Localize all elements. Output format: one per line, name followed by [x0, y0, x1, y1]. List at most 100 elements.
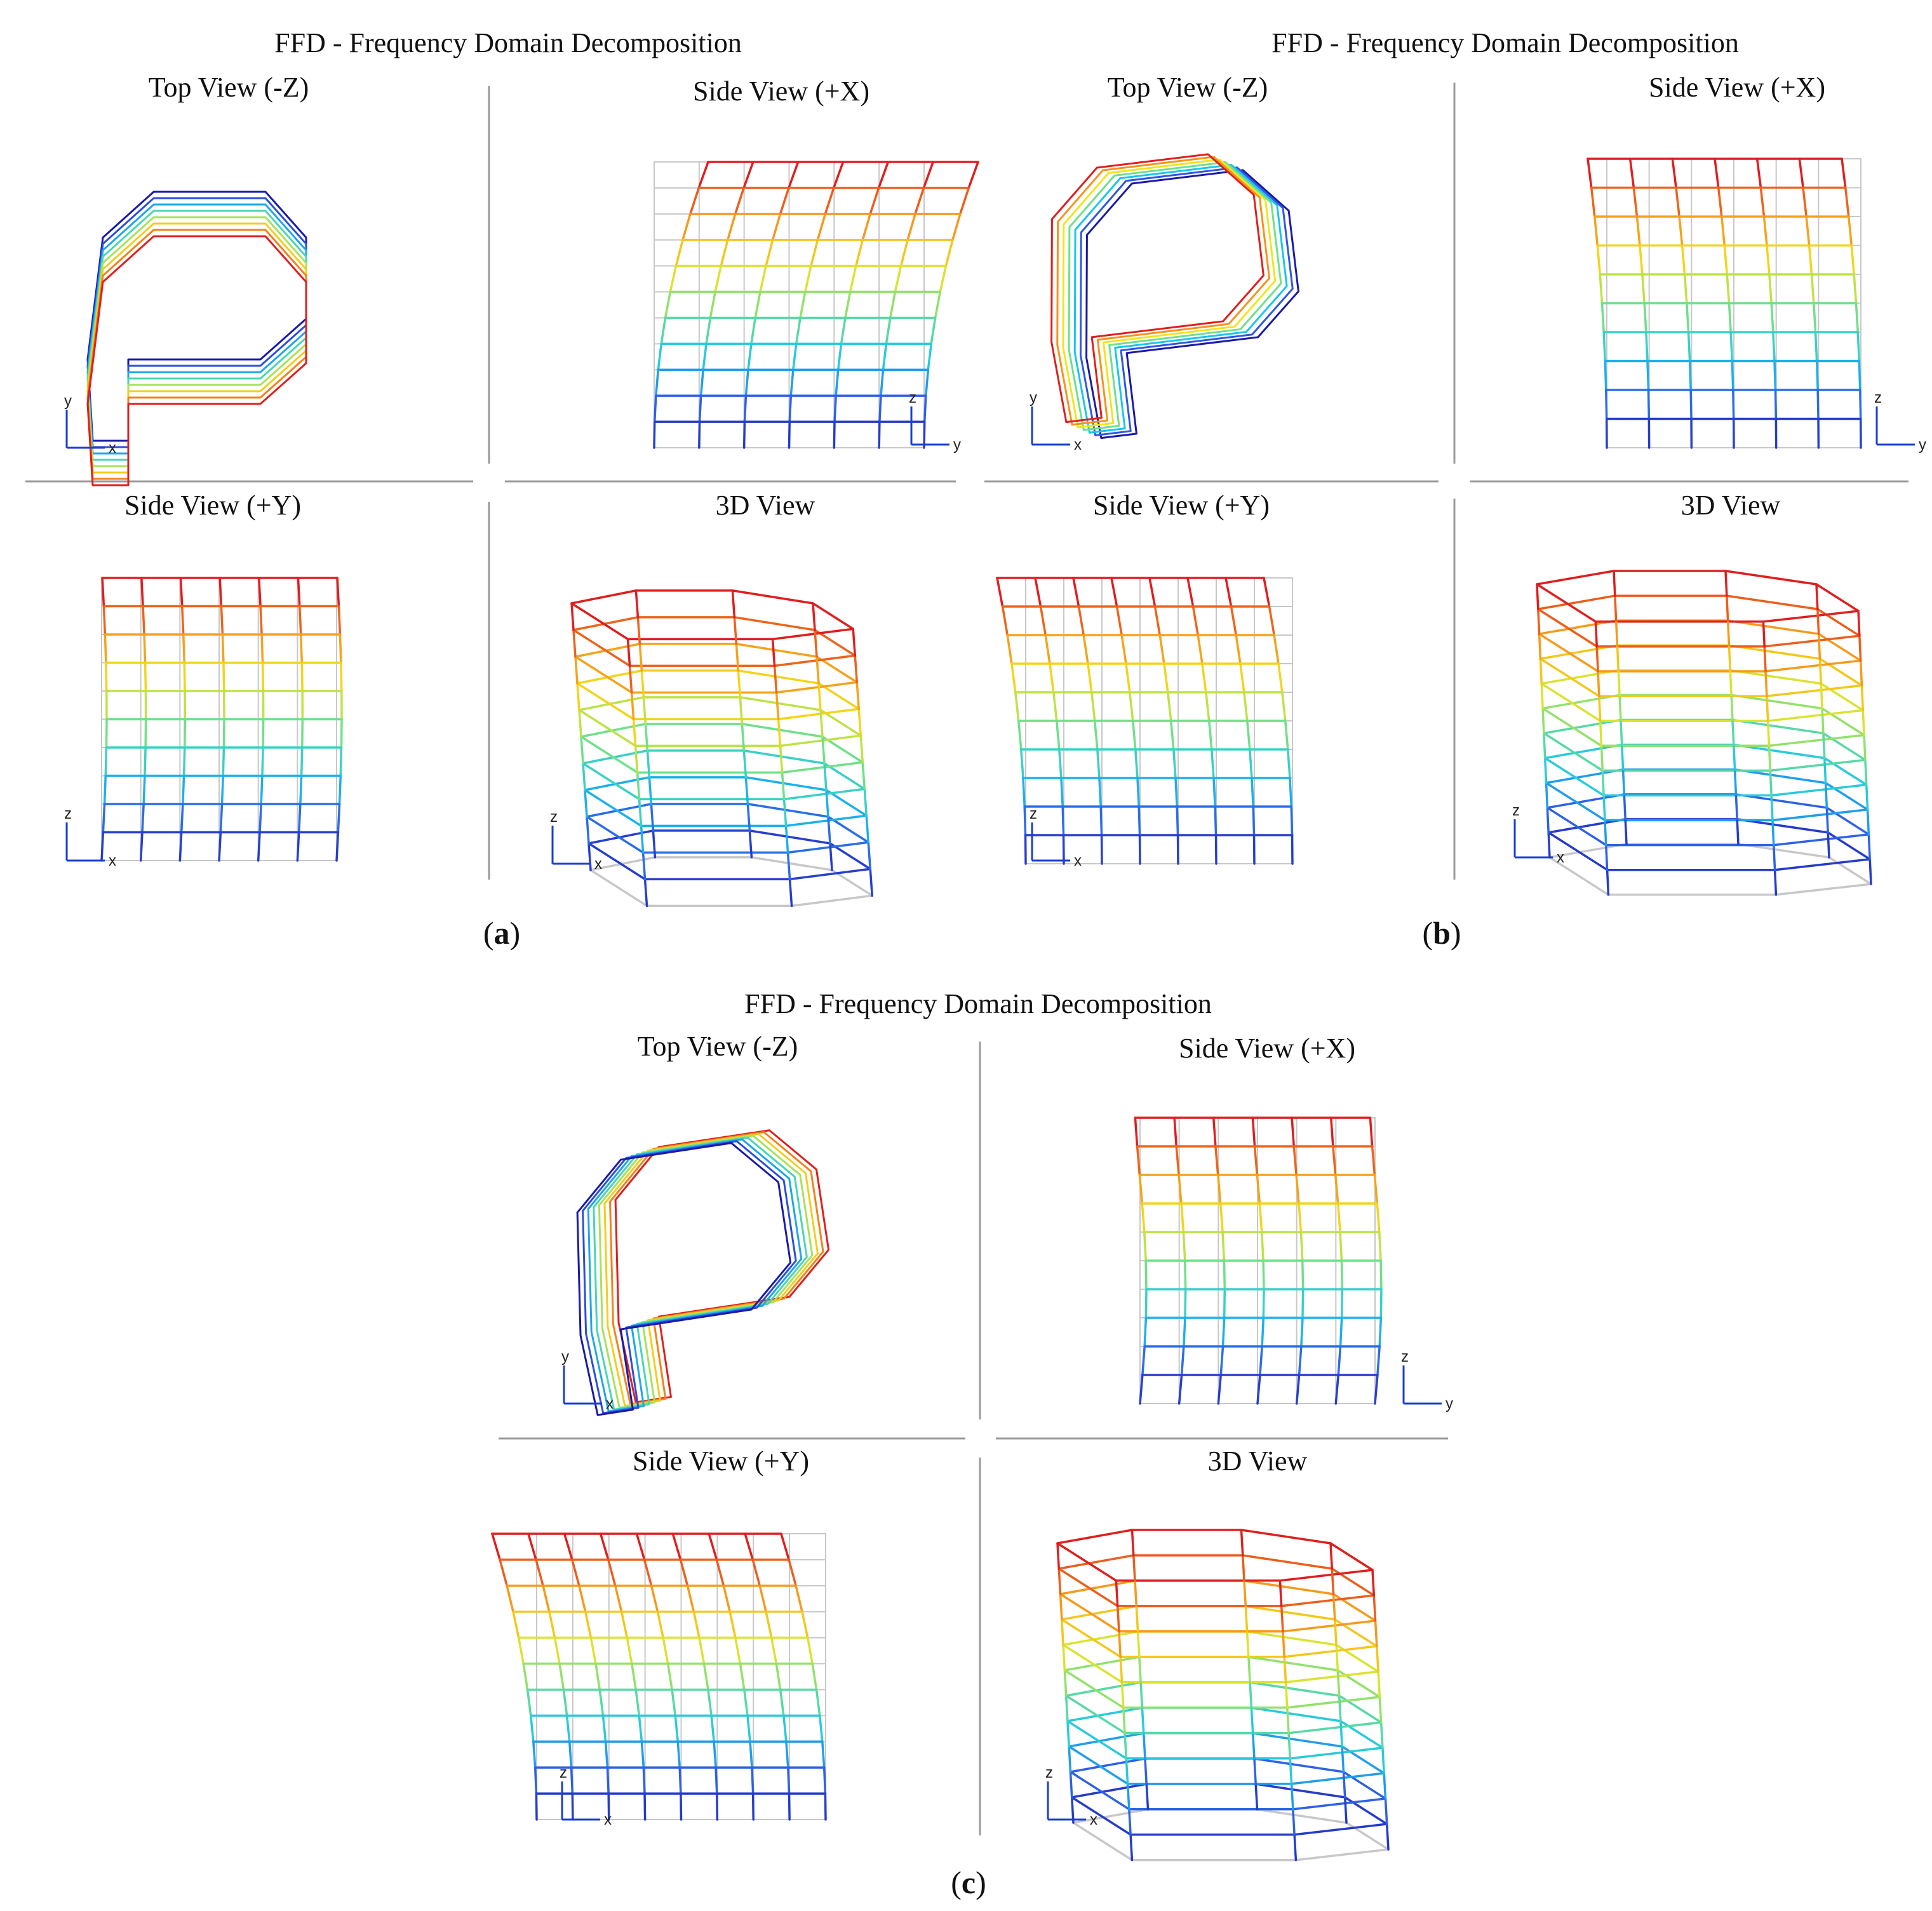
column-member: [1201, 662, 1207, 694]
column-member: [759, 264, 767, 293]
column-member: [1058, 748, 1063, 779]
3d-view-title-a: 3D View: [715, 490, 815, 521]
floor-ring: [578, 696, 862, 748]
column-member: [750, 316, 756, 345]
column-member: [1539, 657, 1543, 685]
column-member: [1381, 1747, 1385, 1774]
column-member: [1170, 720, 1175, 751]
column-member: [1587, 158, 1593, 189]
column-member: [1258, 1202, 1263, 1233]
column-member: [101, 577, 105, 608]
column-member: [1815, 359, 1819, 391]
column-member: [650, 1585, 659, 1613]
column-member: [789, 368, 795, 397]
column-member: [1371, 1569, 1376, 1597]
column-member: [930, 316, 937, 345]
top-view-plan-b: [1050, 153, 1299, 439]
floor-ring: [570, 589, 854, 641]
column-member: [589, 1636, 597, 1665]
column-member: [1243, 1579, 1247, 1607]
column-member: [1287, 1732, 1292, 1760]
column-member: [1732, 389, 1735, 420]
column-member: [1066, 1720, 1070, 1748]
column-member: [951, 213, 962, 241]
column-member: [219, 803, 224, 834]
axis-label-vertical: z: [909, 389, 916, 406]
plan-contour: [603, 1132, 819, 1407]
column-member: [578, 1585, 587, 1613]
column-member: [1823, 756, 1827, 784]
column-member: [261, 746, 264, 777]
column-member: [1733, 768, 1738, 796]
column-member: [640, 669, 645, 699]
column-member: [638, 1714, 643, 1743]
column-member: [574, 655, 579, 685]
plan-contour: [1056, 156, 1271, 426]
column-member: [1768, 744, 1772, 772]
plan-contour: [582, 1140, 797, 1414]
column-member: [854, 654, 858, 683]
column-member: [1247, 1656, 1251, 1684]
axis-label-vertical: z: [1030, 805, 1037, 822]
column-member: [939, 264, 948, 293]
column-member: [182, 746, 186, 777]
column-member: [1141, 1706, 1145, 1734]
column-member: [698, 420, 701, 449]
column-member: [865, 814, 869, 843]
column-member: [1602, 794, 1606, 822]
column-member: [571, 1792, 574, 1821]
column-member: [1866, 808, 1870, 836]
column-member: [1336, 1669, 1341, 1697]
column-member: [104, 746, 108, 777]
side-y-view-title-c: Side View (+Y): [633, 1445, 809, 1477]
column-member: [1536, 583, 1540, 610]
column-member: [1017, 720, 1023, 751]
column-member: [1290, 805, 1294, 836]
column-member: [1251, 777, 1254, 808]
column-member: [499, 1559, 508, 1587]
side-x-view-title-b: Side View (+X): [1649, 72, 1825, 103]
column-member: [1290, 1783, 1294, 1811]
column-member: [340, 718, 343, 749]
column-member: [914, 187, 925, 215]
column-member: [1371, 1145, 1376, 1176]
column-member: [1827, 831, 1830, 859]
column-member: [1129, 1834, 1134, 1861]
side-y-view-title-b: Side View (+Y): [1093, 490, 1270, 521]
floor-ring: [580, 723, 864, 774]
axis-label-horizontal: x: [109, 852, 116, 869]
column-member: [1259, 1345, 1263, 1376]
column-member: [833, 394, 837, 423]
column-member: [836, 342, 843, 372]
column-member: [1647, 389, 1651, 420]
column-member: [628, 664, 633, 694]
column-member: [652, 829, 657, 859]
column-member: [180, 803, 184, 834]
column-member: [727, 213, 737, 241]
column-member: [1376, 1645, 1379, 1673]
column-member: [517, 1636, 525, 1665]
column-member: [889, 290, 897, 319]
column-member: [584, 789, 588, 818]
top-view-title-c: Top View (-Z): [637, 1031, 798, 1062]
column-member: [806, 1636, 814, 1665]
column-member: [795, 316, 802, 345]
column-member: [894, 264, 902, 293]
column-member: [1253, 1145, 1259, 1176]
column-member: [770, 1636, 778, 1665]
floor-ring: [574, 643, 858, 694]
column-member: [748, 829, 753, 859]
column-member: [1859, 659, 1863, 687]
column-member: [1810, 273, 1815, 305]
top-view-title-a: Top View (-Z): [148, 72, 309, 103]
column-member: [922, 161, 934, 189]
column-member: [715, 1559, 725, 1587]
column-member: [1687, 331, 1691, 363]
column-member: [181, 605, 185, 636]
column-member: [1125, 662, 1131, 694]
floor-ring: [1057, 1554, 1376, 1607]
column-member: [1688, 359, 1692, 391]
column-member: [739, 696, 744, 725]
column-member: [1600, 302, 1605, 333]
column-member: [594, 1662, 601, 1691]
